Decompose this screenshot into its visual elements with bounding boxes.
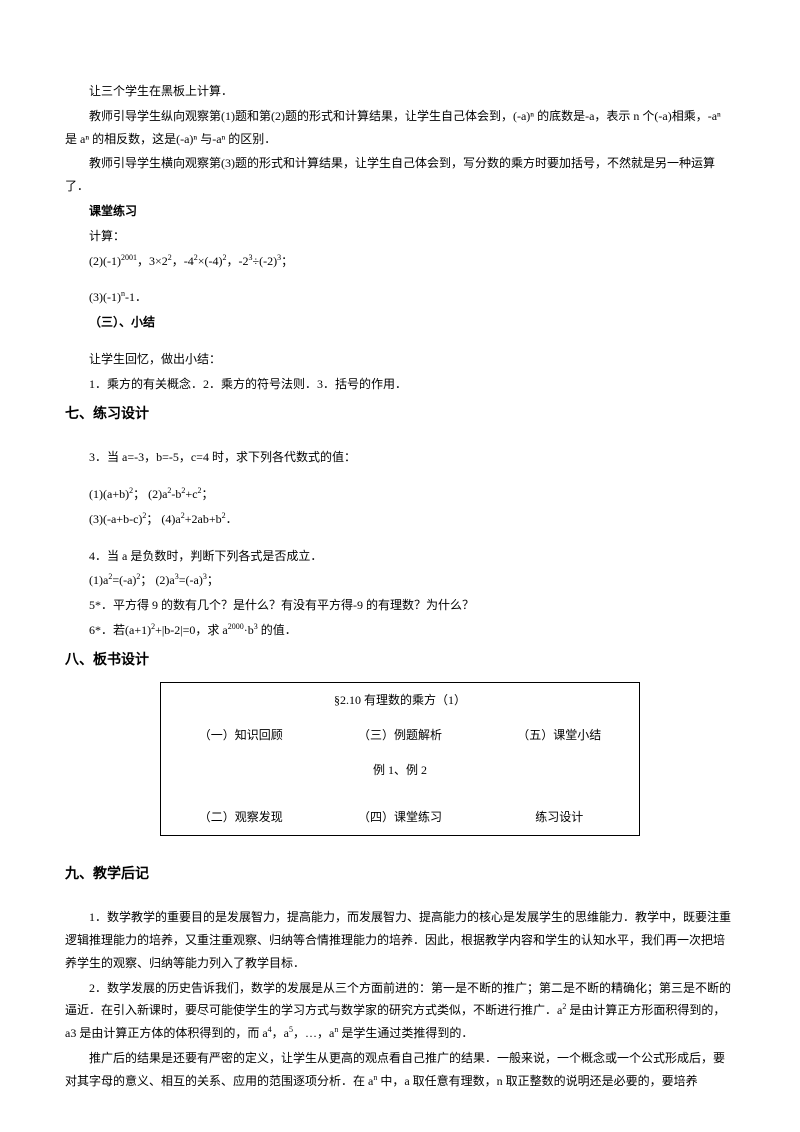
text: +2ab+b	[185, 512, 222, 526]
section7-p4: 4．当 a 是负数时，判断下列各式是否成立．	[65, 545, 735, 568]
text: 是学生通过类推得到的．	[338, 1026, 473, 1040]
intro-p3: 教师引导学生横向观察第(3)题的形式和计算结果，让学生自己体会到，写分数的乘方时…	[65, 152, 735, 198]
text: ；	[140, 573, 155, 587]
text: =(-a)	[179, 573, 203, 587]
text: (1)(a+b)	[89, 487, 129, 501]
section7-p1: 3．当 a=-3，b=-5，c=4 时，求下列各代数式的值：	[65, 446, 735, 469]
text: ．	[226, 512, 238, 526]
text: ，-4	[172, 254, 194, 268]
classwork-title: 课堂练习	[65, 200, 735, 223]
text: ，-2	[227, 254, 249, 268]
classwork-p1: 计算：	[65, 225, 735, 248]
board-r3c3: 练习设计	[480, 800, 640, 835]
section7-p3: (3)(-a+b-c)2； (4)a2+2ab+b2．	[65, 508, 735, 531]
section9-title: 九、教学后记	[65, 862, 735, 889]
text: (3)(-1)	[89, 290, 121, 304]
board-r1c1: （一）知识回顾	[161, 718, 321, 753]
text: 中，a 取任意有理数，n 取正整数的说明还是必要的，要培养	[377, 1074, 697, 1088]
section7-p7: 6*．若(a+1)2+|b-2|=0，求 a2000·b3 的值．	[65, 619, 735, 642]
text: =(-a)	[112, 573, 136, 587]
board-r3c2: （四）课堂练习	[320, 800, 479, 835]
section9-p2: 2．数学发展的历史告诉我们，数学的发展是从三个方面前进的：第一是不断的推广；第二…	[65, 977, 735, 1045]
text: 6*．若(a+1)	[89, 623, 151, 637]
section7-p5: (1)a2=(-a)2； (2)a3=(-a)3；	[65, 569, 735, 592]
text: ，…，a	[293, 1026, 334, 1040]
text: ；	[146, 512, 161, 526]
text: ，3×2	[137, 254, 168, 268]
text: -1．	[125, 290, 147, 304]
section7-p2: (1)(a+b)2； (2)a2-b2+c2；	[65, 483, 735, 506]
section7-title: 七、练习设计	[65, 402, 735, 429]
text: ；	[281, 254, 293, 268]
text: ；	[133, 487, 148, 501]
board-table: §2.10 有理数的乘方（1） （一）知识回顾 （三）例题解析 （五）课堂小结 …	[160, 682, 640, 835]
exp: 2001	[121, 253, 137, 262]
classwork-p3: (3)(-1)n-1．	[65, 286, 735, 309]
board-r2c2: 例 1、例 2	[320, 753, 479, 788]
text: ÷(-2)	[253, 254, 278, 268]
summary-p1: 让学生回忆，做出小结：	[65, 348, 735, 371]
classwork-p2: (2)(-1)2001，3×22，-42×(-4)2，-23÷(-2)3；	[65, 250, 735, 273]
exp: 2000	[228, 622, 244, 631]
intro-p1: 让三个学生在黑板上计算．	[65, 80, 735, 103]
summary-p2: 1．乘方的有关概念．2．乘方的符号法则．3．括号的作用．	[65, 373, 735, 396]
intro-p2: 教师引导学生纵向观察第(1)题和第(2)题的形式和计算结果，让学生自己体会到，(…	[65, 105, 735, 151]
section9-p1: 1．数学教学的重要目的是发展智力，提高能力，而发展智力、提高能力的核心是发展学生…	[65, 906, 735, 974]
text: ×(-4)	[198, 254, 223, 268]
text: (2)a	[148, 487, 167, 501]
board-r2c1	[161, 753, 321, 788]
text: (1)a	[89, 573, 108, 587]
text: +c	[185, 487, 197, 501]
board-title-cell: §2.10 有理数的乘方（1）	[161, 683, 640, 718]
board-r3c1: （二）观察发现	[161, 800, 321, 835]
text: -b	[171, 487, 181, 501]
section8-title: 八、板书设计	[65, 648, 735, 675]
board-r1c2: （三）例题解析	[320, 718, 479, 753]
text: (2)(-1)	[89, 254, 121, 268]
board-r2c3	[480, 753, 640, 788]
text: ；	[202, 487, 214, 501]
text: 的值．	[258, 623, 297, 637]
summary-title: （三）、小结	[65, 311, 735, 334]
text: ；	[207, 573, 219, 587]
text: (4)a	[161, 512, 180, 526]
text: ，a	[272, 1026, 289, 1040]
text: +|b-2|=0，求 a	[155, 623, 228, 637]
text: (3)(-a+b-c)	[89, 512, 142, 526]
text: ·b	[244, 623, 254, 637]
section9-p3: 推广后的结果是还要有严密的定义，让学生从更高的观点看自己推广的结果．一般来说，一…	[65, 1047, 735, 1093]
text: (2)a	[155, 573, 174, 587]
section7-p6: 5*．平方得 9 的数有几个？是什么？有没有平方得-9 的有理数？为什么？	[65, 594, 735, 617]
board-r1c3: （五）课堂小结	[480, 718, 640, 753]
